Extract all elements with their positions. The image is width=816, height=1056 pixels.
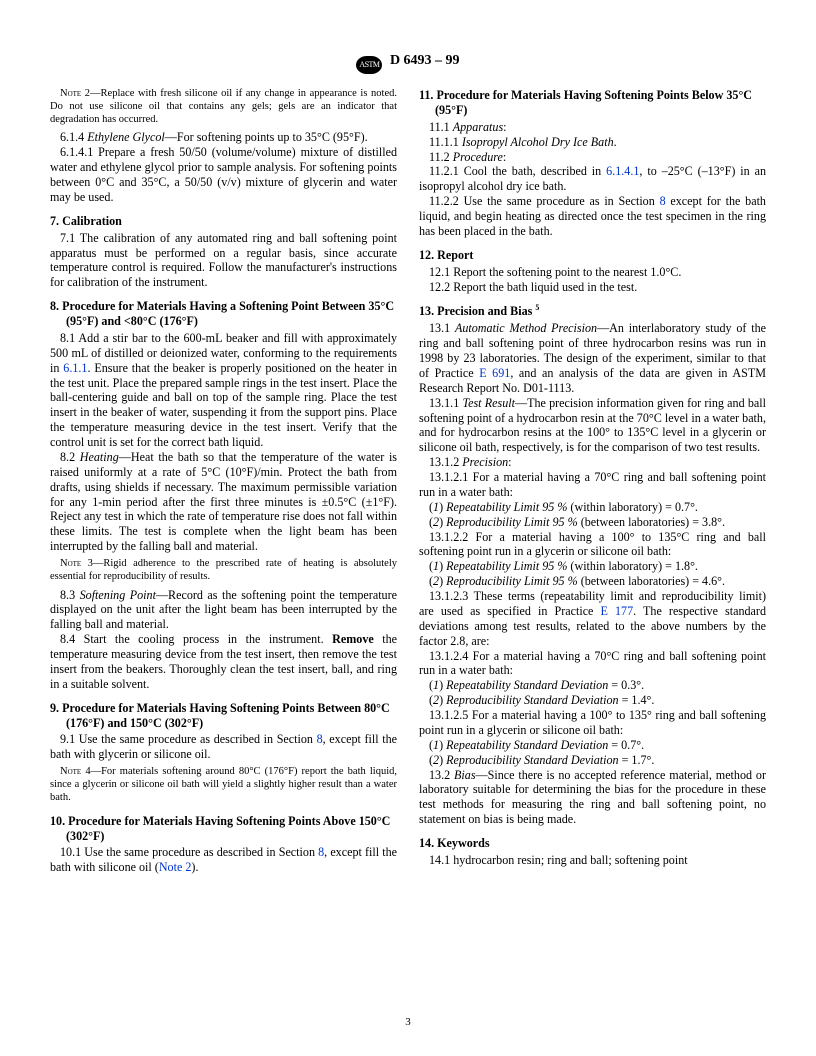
xref-6-1-1[interactable]: 6.1.1 <box>63 361 87 375</box>
heading-8: 8. Procedure for Materials Having a Soft… <box>50 299 397 329</box>
heading-11: 11. Procedure for Materials Having Softe… <box>419 88 766 118</box>
clause-13-2: 13.2 Bias—Since there is no accepted ref… <box>419 768 766 828</box>
clause-14-1: 14.1 hydrocarbon resin; ring and ball; s… <box>419 853 766 868</box>
page-number: 3 <box>0 1016 816 1030</box>
clause-11-2-1: 11.2.1 Cool the bath, described in 6.1.4… <box>419 164 766 194</box>
clause-13-1-2-2-2: (2) Reproducibility Limit 95 % (between … <box>419 574 766 589</box>
heading-7: 7. Calibration <box>50 214 397 229</box>
clause-13-1-2-2: 13.1.2.2 For a material having a 100° to… <box>419 530 766 560</box>
xref-6-1-4-1[interactable]: 6.1.4.1 <box>606 164 639 178</box>
clause-7-1: 7.1 The calibration of any automated rin… <box>50 231 397 291</box>
clause-13-1-2: 13.1.2 Precision: <box>419 455 766 470</box>
clause-13-1-2-1-1: (1) Repeatability Limit 95 % (within lab… <box>419 500 766 515</box>
xref-note-2[interactable]: Note 2 <box>159 860 192 874</box>
clause-11-2: 11.2 Procedure: <box>419 150 766 165</box>
xref-e177[interactable]: E 177 <box>601 604 634 618</box>
clause-12-2: 12.2 Report the bath liquid used in the … <box>419 280 766 295</box>
heading-9: 9. Procedure for Materials Having Soften… <box>50 701 397 731</box>
heading-12: 12. Report <box>419 248 766 263</box>
note-3: Note 3—Rigid adherence to the prescribed… <box>50 558 397 584</box>
doc-designation: D 6493 – 99 <box>390 53 460 68</box>
heading-14: 14. Keywords <box>419 836 766 851</box>
clause-8-1: 8.1 Add a stir bar to the 600-mL beaker … <box>50 331 397 450</box>
clause-13-1-2-4-1: (1) Repeatability Standard Deviation = 0… <box>419 678 766 693</box>
clause-8-3: 8.3 Softening Point—Record as the soften… <box>50 588 397 633</box>
clause-13-1-2-5-1: (1) Repeatability Standard Deviation = 0… <box>419 738 766 753</box>
clause-13-1-2-1-2: (2) Reproducibility Limit 95 % (between … <box>419 515 766 530</box>
note-2: Note 2—Replace with fresh silicone oil i… <box>50 88 397 126</box>
xref-e691[interactable]: E 691 <box>479 366 510 380</box>
clause-6-1-4: 6.1.4 Ethylene Glycol—For softening poin… <box>50 130 397 145</box>
clause-10-1: 10.1 Use the same procedure as described… <box>50 845 397 875</box>
clause-13-1-2-5-2: (2) Reproducibility Standard Deviation =… <box>419 753 766 768</box>
astm-logo: ASTM <box>356 56 382 74</box>
clause-13-1-2-2-1: (1) Repeatability Limit 95 % (within lab… <box>419 559 766 574</box>
clause-11-1: 11.1 Apparatus: <box>419 120 766 135</box>
clause-13-1-1: 13.1.1 Test Result—The precision informa… <box>419 396 766 456</box>
clause-13-1-2-4: 13.1.2.4 For a material having a 70°C ri… <box>419 649 766 679</box>
clause-8-2: 8.2 Heating—Heat the bath so that the te… <box>50 450 397 554</box>
doc-header: ASTM D 6493 – 99 <box>50 52 766 74</box>
clause-13-1-2-3: 13.1.2.3 These terms (repeatability limi… <box>419 589 766 649</box>
clause-9-1: 9.1 Use the same procedure as described … <box>50 732 397 762</box>
clause-13-1-2-4-2: (2) Reproducibility Standard Deviation =… <box>419 693 766 708</box>
clause-11-1-1: 11.1.1 Isopropyl Alcohol Dry Ice Bath. <box>419 135 766 150</box>
footnote-5: 5 <box>535 303 539 312</box>
clause-8-4: 8.4 Start the cooling process in the ins… <box>50 632 397 692</box>
clause-6-1-4-1: 6.1.4.1 Prepare a fresh 50/50 (volume/vo… <box>50 145 397 205</box>
heading-13: 13. Precision and Bias 5 <box>419 303 766 319</box>
clause-12-1: 12.1 Report the softening point to the n… <box>419 265 766 280</box>
note-4: Note 4—For materials softening around 80… <box>50 766 397 804</box>
clause-13-1: 13.1 Automatic Method Precision—An inter… <box>419 321 766 395</box>
heading-10: 10. Procedure for Materials Having Softe… <box>50 814 397 844</box>
clause-11-2-2: 11.2.2 Use the same procedure as in Sect… <box>419 194 766 239</box>
clause-13-1-2-1: 13.1.2.1 For a material having a 70°C ri… <box>419 470 766 500</box>
body-columns: Note 2—Replace with fresh silicone oil i… <box>50 88 766 876</box>
clause-13-1-2-5: 13.1.2.5 For a material having a 100° to… <box>419 708 766 738</box>
